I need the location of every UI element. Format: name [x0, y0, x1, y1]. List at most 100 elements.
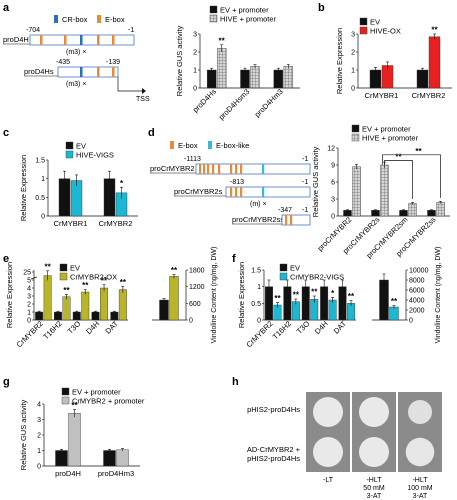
e-box-mark: [112, 35, 115, 45]
significance-mark: **: [101, 276, 108, 285]
yeast-row-label-line: pHIS2-proD4Hs: [247, 454, 300, 463]
panel-label-d: d: [148, 127, 155, 139]
significance-mark: **: [391, 297, 398, 306]
y-tick-label: 1: [41, 176, 45, 183]
bar: [206, 69, 217, 89]
panel-d-diagram: E-box E-box-like -1113 -1 proCrMYBR2 -81…: [150, 141, 311, 226]
cr-box-mark: [80, 67, 83, 77]
bar: [399, 210, 408, 217]
category-label: proD4Hm3: [98, 469, 134, 478]
y-tick-label: 4: [27, 286, 31, 293]
y-tick-label: 0: [41, 214, 45, 221]
y-axis-label: Vindoline Content (ng/mg, DW): [435, 247, 442, 344]
e-box-mark: [235, 187, 238, 197]
bar: [427, 210, 436, 217]
category-label: proD4Hsm3: [217, 87, 252, 122]
e-box-mark: [40, 35, 43, 45]
procrmybr2ss-bar: [281, 214, 311, 226]
yeast-column-label: -HLT 50 mM 3-AT: [363, 477, 385, 500]
category-label: D4H: [313, 319, 330, 336]
significance-mark: *: [331, 289, 335, 298]
procrmybr2ss-name: proCrMYBR2ss: [232, 215, 284, 224]
category-label: CrMYBR2: [99, 219, 133, 228]
y-tick-label: 2: [351, 50, 355, 57]
legend-swatch: [351, 133, 360, 142]
e-box-like-legend-icon: [208, 141, 212, 149]
legend-label: EV + promoter: [362, 125, 411, 134]
y-axis-label: Relative GUS activity: [175, 26, 184, 97]
prod4h-name: proD4H: [3, 35, 29, 44]
yeast-column-labels: -LT -HLT 50 mM 3-AT-HLT 100 mM 3-AT: [323, 477, 433, 500]
legend-label: EV: [76, 142, 86, 151]
procrmybr2-bar: [195, 163, 311, 175]
procrmybr2ss-end: -1: [302, 207, 308, 214]
y-tick-label: 1.5: [251, 268, 261, 275]
bar: [273, 69, 284, 89]
tss-line: [117, 77, 142, 92]
significance-mark: **: [120, 278, 127, 287]
significance-mark: **: [293, 291, 300, 300]
y-tick-label: 3: [351, 32, 355, 39]
bar: [43, 275, 52, 321]
category-label: proD4Hm3: [253, 87, 285, 119]
procrmybr2-end: -1: [302, 156, 308, 163]
e-box-mark: [235, 164, 238, 174]
significance-mark: **: [71, 401, 78, 410]
panel-label-a: a: [3, 2, 10, 14]
y-axis-label: Relative GUS activity: [19, 400, 28, 471]
y-tick-label: 4000: [409, 298, 425, 305]
bar: [328, 299, 337, 321]
legend-label: HIVE-OX: [370, 27, 401, 36]
legend-label: EV: [70, 264, 80, 273]
legend-label: CrMYBR2-VIGS: [290, 273, 344, 282]
legend-swatch: [59, 272, 68, 281]
yeast-column-label: -LT: [323, 477, 334, 484]
y-tick-label: 3: [331, 197, 335, 204]
e-box-mark: [290, 215, 293, 225]
y-tick-label: 8000: [409, 278, 425, 285]
e-box-mark: [64, 35, 67, 45]
bar: [100, 287, 109, 321]
bar: [91, 311, 100, 321]
y-tick-label: 2000: [409, 308, 425, 315]
procrmybr2s-mutation: (m) ×: [250, 201, 267, 208]
significance-mark: **: [395, 152, 402, 161]
legend-swatch: [351, 124, 360, 133]
cr-box-mark: [80, 35, 83, 45]
y-tick-label: 5: [27, 278, 31, 285]
legend-label: HIVE + promoter: [362, 134, 419, 143]
yeast-column-label-line: 3-AT: [367, 493, 382, 500]
y-axis-label: Vindoline Content (ng/mg, DW): [211, 247, 218, 344]
yeast-colony: [359, 437, 389, 467]
bar: [436, 202, 445, 217]
bar: [250, 66, 260, 89]
procrmybr2s-bar: [225, 186, 311, 198]
legend-swatch: [209, 14, 218, 23]
bar: [159, 299, 169, 321]
legend-label: EV + promoter: [220, 6, 269, 15]
bar: [291, 301, 300, 321]
legend-swatch: [279, 272, 288, 281]
legend-swatch: [359, 26, 368, 35]
y-tick-label: 4: [37, 402, 41, 409]
category-label: T16H2: [41, 319, 63, 341]
legend-swatch: [59, 263, 68, 272]
e-box-mark: [218, 164, 221, 174]
category-label: T3O: [66, 319, 83, 336]
y-tick-label: 25: [23, 270, 31, 277]
panel-label-f: f: [232, 253, 236, 265]
significance-mark: **: [219, 36, 226, 45]
bar: [216, 48, 227, 89]
y-tick-label: 0.5: [251, 301, 261, 308]
panel-label-h: h: [232, 376, 239, 388]
e-box-legend-label: E-box: [105, 15, 125, 24]
yeast-colony: [405, 437, 435, 467]
y-tick-label: 1: [193, 68, 197, 75]
e-box-legend-label: E-box: [178, 141, 198, 150]
y-axis-label: Relative GUS activity: [311, 147, 320, 218]
e-box-like-mark: [262, 164, 265, 174]
bar: [283, 66, 294, 89]
y-tick-label: 10000: [409, 268, 429, 275]
y-tick-label: 1800: [189, 268, 205, 275]
